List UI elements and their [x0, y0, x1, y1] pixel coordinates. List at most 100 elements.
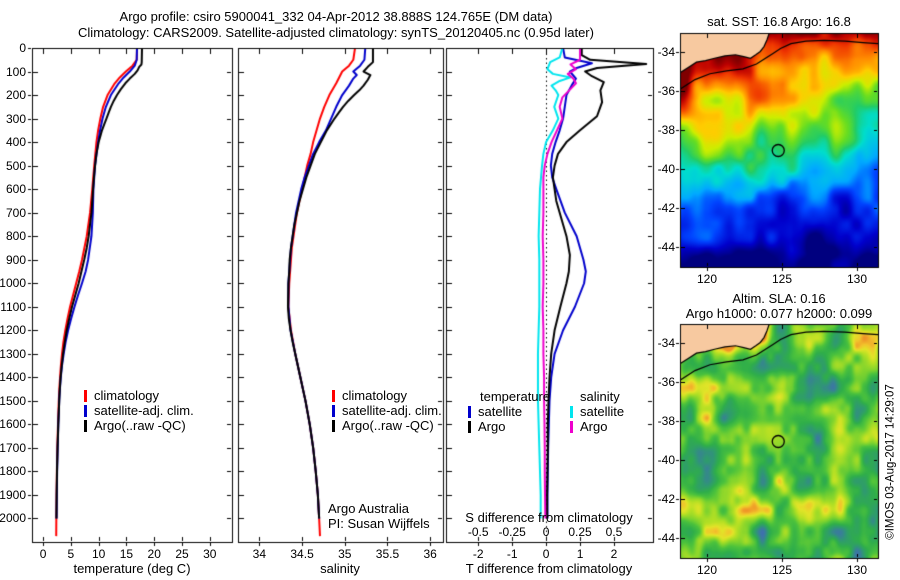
tick-label: -34: [657, 336, 675, 351]
diff-legend-salinity: satellite Argo: [570, 404, 624, 434]
tick-label: 36: [423, 547, 437, 561]
legend-item-t-satellite: satellite: [468, 404, 522, 419]
plot-title-line1: Argo profile: csiro 5900041_332 04-Apr-2…: [119, 9, 553, 24]
diff-legend-temperature-title: temperature: [480, 389, 551, 404]
legend-item-argo: Argo(..raw -QC): [332, 418, 442, 433]
tick-label: 2: [610, 547, 618, 561]
tick-label: -36: [657, 375, 675, 390]
tick-label: 1400: [0, 370, 26, 385]
tick-label: 0.5: [605, 525, 623, 539]
tick-label: -36: [657, 84, 675, 99]
tick-label: 30: [203, 547, 217, 561]
tick-label: -38: [657, 414, 675, 429]
tick-label: -42: [657, 491, 675, 506]
tick-label: 1000: [0, 276, 26, 291]
tick-label: 600: [5, 182, 26, 197]
tick-label: 0: [542, 547, 550, 561]
tick-label: -42: [657, 200, 675, 215]
tick-label: 5: [67, 547, 75, 561]
legend-item-s-satellite: satellite: [570, 404, 624, 419]
annotation-pi: PI: Susan Wijffels: [328, 516, 430, 531]
tick-label: 25: [175, 547, 189, 561]
legend-item-t-argo: Argo: [468, 419, 522, 434]
argo-line-swatch: [84, 419, 87, 432]
legend-label-t-argo: Argo: [478, 419, 506, 434]
tick-label: -40: [657, 161, 675, 176]
tick-label: 0: [542, 525, 550, 539]
tick-label: 400: [5, 135, 26, 150]
argo-line-swatch: [332, 419, 335, 432]
tick-label: 900: [5, 252, 26, 267]
salinity-xlabel: salinity: [320, 561, 360, 576]
tick-label: 100: [5, 64, 26, 79]
legend-label-satellite-clim: satellite-adj. clim.: [94, 403, 194, 418]
diff-legend-salinity-title: salinity: [580, 389, 620, 404]
legend-item-satellite-clim: satellite-adj. clim.: [84, 403, 194, 418]
tick-label: 1900: [0, 487, 26, 502]
tick-label: 10: [91, 547, 106, 561]
plot-title-line2: Climatology: CARS2009. Satellite-adjuste…: [78, 25, 594, 40]
tick-label: 1600: [0, 417, 26, 432]
tick-label: 34.5: [290, 547, 314, 561]
tick-label: 700: [5, 205, 26, 220]
tick-label: 1100: [0, 299, 26, 314]
s-argo-line-swatch: [570, 420, 573, 433]
t-argo-line-swatch: [468, 420, 471, 433]
imos-watermark: ©IMOS 03-Aug-2017 14:29:07: [884, 384, 897, 540]
satellite-clim-line-swatch: [332, 404, 335, 417]
temperature-legend: climatology satellite-adj. clim. Argo(..…: [84, 388, 194, 433]
sst-map-title: sat. SST: 16.8 Argo: 16.8: [707, 14, 851, 29]
tick-label: -0.25: [498, 525, 526, 539]
tick-label: 500: [5, 158, 26, 173]
tick-label: 35: [338, 547, 352, 561]
tick-label: -44: [657, 239, 675, 254]
legend-item-s-argo: Argo: [570, 419, 624, 434]
tick-label: 800: [5, 229, 26, 244]
legend-label-t-satellite: satellite: [478, 404, 523, 419]
tick-label: 1700: [0, 440, 26, 455]
tick-label: -44: [657, 530, 675, 545]
t-satellite-line-swatch: [468, 405, 471, 418]
tick-label: 20: [147, 547, 161, 561]
diff-legend-temperature: satellite Argo: [468, 404, 522, 434]
tick-label: -0.5: [467, 525, 489, 539]
legend-item-satellite-clim: satellite-adj. clim.: [332, 403, 442, 418]
climatology-line-swatch: [84, 389, 87, 402]
tick-label: 34: [252, 547, 267, 561]
satellite-clim-line-swatch: [84, 404, 87, 417]
sla-map-title-line1: Altim. SLA: 0.16: [732, 291, 826, 306]
tick-label: 200: [5, 88, 26, 103]
t-difference-xlabel: T difference from climatology: [465, 561, 633, 576]
tick-label: 1: [576, 547, 584, 561]
tick-label: 120: [696, 272, 718, 286]
tick-label: -2: [472, 547, 484, 561]
sla-map-title-line2: Argo h1000: 0.077 h2000: 0.099: [685, 306, 873, 321]
legend-item-argo: Argo(..raw -QC): [84, 418, 194, 433]
temperature-xlabel: temperature (deg C): [73, 561, 191, 576]
tick-label: 0: [19, 41, 26, 55]
legend-label-satellite-clim: satellite-adj. clim.: [342, 403, 442, 418]
tick-label: 0.25: [568, 525, 592, 539]
legend-item-climatology: climatology: [332, 388, 442, 403]
tick-label: -34: [657, 45, 675, 60]
tick-label: 130: [846, 563, 868, 577]
legend-label-climatology: climatology: [94, 388, 160, 403]
tick-label: 130: [846, 272, 868, 286]
tick-label: 125: [771, 272, 793, 286]
legend-item-climatology: climatology: [84, 388, 194, 403]
tick-label: -1: [506, 547, 518, 561]
salinity-legend: climatology satellite-adj. clim. Argo(..…: [332, 388, 442, 433]
tick-label: 125: [771, 563, 793, 577]
tick-label: 120: [696, 563, 718, 577]
tick-label: 15: [119, 547, 134, 561]
tick-label: 1300: [0, 346, 26, 361]
legend-label-climatology: climatology: [342, 388, 408, 403]
tick-label: 1500: [0, 393, 26, 408]
legend-label-s-satellite: satellite: [580, 404, 625, 419]
tick-label: 2000: [0, 511, 26, 526]
tick-label: 1200: [0, 323, 26, 338]
annotation-argo-australia: Argo Australia: [328, 501, 409, 516]
legend-label-s-argo: Argo: [580, 419, 608, 434]
